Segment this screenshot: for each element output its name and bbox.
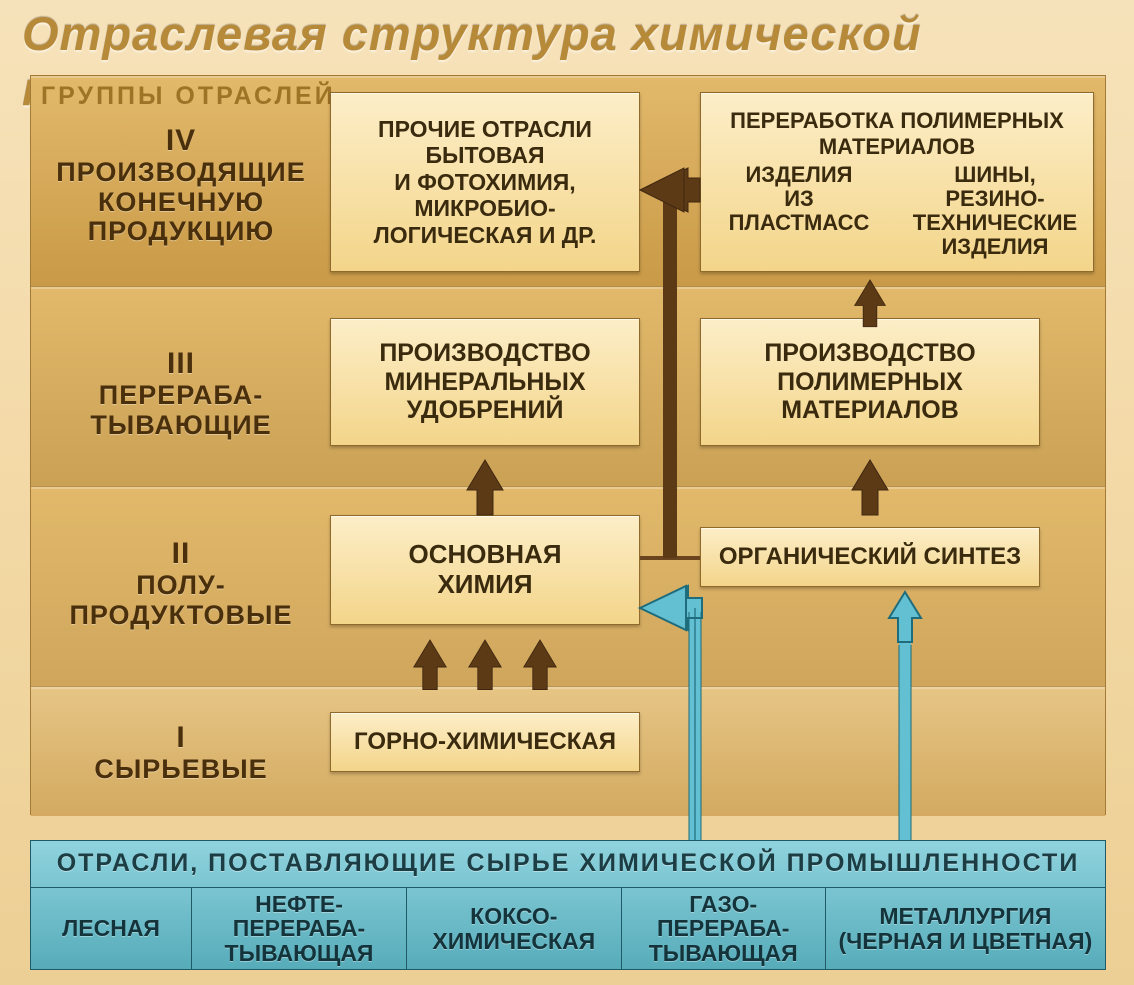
bottom-cell-0: ЛЕСНАЯ [31, 887, 192, 969]
box-polymer-processing-sub: ИЗДЕЛИЯИЗПЛАСТМАСС ШИНЫ, РЕЗИНО-ТЕХНИЧЕС… [701, 161, 1093, 262]
row4-text: ПРОИЗВОДЯЩИЕКОНЕЧНУЮПРОДУКЦИЮ [31, 158, 331, 247]
row2-text: ПОЛУ-ПРОДУКТОВЫЕ [31, 571, 331, 630]
row3-text: ПЕРЕРАБА-ТЫВАЮЩИЕ [31, 381, 331, 440]
box-polymer-materials: ПРОИЗВОДСТВОПОЛИМЕРНЫХМАТЕРИАЛОВ [700, 318, 1040, 446]
box-other-branches-text: ПРОЧИЕ ОТРАСЛИБЫТОВАЯИ ФОТОХИМИЯ,МИКРОБИ… [331, 110, 639, 254]
box-polymer-processing-title: ПЕРЕРАБОТКА ПОЛИМЕРНЫХМАТЕРИАЛОВ [701, 102, 1093, 161]
groups-header: ГРУППЫ ОТРАСЛЕЙ [41, 82, 336, 111]
row1-label: I СЫРЬЕВЫЕ [31, 721, 331, 785]
row2-num: II [31, 537, 331, 571]
polymer-sub-left: ИЗДЕЛИЯИЗПЛАСТМАСС [705, 161, 893, 238]
row1-num: I [31, 721, 331, 755]
row4-label: IV ПРОИЗВОДЯЩИЕКОНЕЧНУЮПРОДУКЦИЮ [31, 124, 331, 247]
box-mineral-fertilizers-text: ПРОИЗВОДСТВОМИНЕРАЛЬНЫХУДОБРЕНИЙ [331, 333, 639, 431]
box-other-branches: ПРОЧИЕ ОТРАСЛИБЫТОВАЯИ ФОТОХИМИЯ,МИКРОБИ… [330, 92, 640, 272]
box-basic-chemistry-text: ОСНОВНАЯХИМИЯ [331, 534, 639, 606]
bottom-cell-1: НЕФТЕ-ПЕРЕРАБА-ТЫВАЮЩАЯ [192, 887, 407, 969]
box-organic-synthesis: ОРГАНИЧЕСКИЙ СИНТЕЗ [700, 527, 1040, 587]
bottom-cell-3: ГАЗО-ПЕРЕРАБА-ТЫВАЮЩАЯ [622, 887, 826, 969]
row3-label: III ПЕРЕРАБА-ТЫВАЮЩИЕ [31, 347, 331, 440]
box-basic-chemistry: ОСНОВНАЯХИМИЯ [330, 515, 640, 625]
diagram-canvas: Отраслевая структура химической промышле… [0, 0, 1134, 985]
box-polymer-materials-text: ПРОИЗВОДСТВОПОЛИМЕРНЫХМАТЕРИАЛОВ [701, 333, 1039, 431]
row1-text: СЫРЬЕВЫЕ [31, 755, 331, 785]
row3-num: III [31, 347, 331, 381]
bottom-panel: ОТРАСЛИ, ПОСТАВЛЯЮЩИЕ СЫРЬЕ ХИМИЧЕСКОЙ П… [30, 840, 1106, 970]
row4-num: IV [31, 124, 331, 158]
box-organic-synthesis-text: ОРГАНИЧЕСКИЙ СИНТЕЗ [701, 537, 1039, 577]
box-mining-chemical-text: ГОРНО-ХИМИЧЕСКАЯ [331, 722, 639, 762]
bottom-title: ОТРАСЛИ, ПОСТАВЛЯЮЩИЕ СЫРЬЕ ХИМИЧЕСКОЙ П… [31, 841, 1105, 884]
row2-label: II ПОЛУ-ПРОДУКТОВЫЕ [31, 537, 331, 630]
bottom-cell-2: КОКСО-ХИМИЧЕСКАЯ [407, 887, 622, 969]
box-mining-chemical: ГОРНО-ХИМИЧЕСКАЯ [330, 712, 640, 772]
box-mineral-fertilizers: ПРОИЗВОДСТВОМИНЕРАЛЬНЫХУДОБРЕНИЙ [330, 318, 640, 446]
bottom-cell-4: МЕТАЛЛУРГИЯ(ЧЕРНАЯ И ЦВЕТНАЯ) [826, 887, 1105, 969]
box-polymer-processing: ПЕРЕРАБОТКА ПОЛИМЕРНЫХМАТЕРИАЛОВ ИЗДЕЛИЯ… [700, 92, 1094, 272]
polymer-sub-right: ШИНЫ, РЕЗИНО-ТЕХНИЧЕСКИЕИЗДЕЛИЯ [901, 161, 1089, 262]
bottom-grid: ЛЕСНАЯНЕФТЕ-ПЕРЕРАБА-ТЫВАЮЩАЯКОКСО-ХИМИЧ… [31, 887, 1105, 969]
